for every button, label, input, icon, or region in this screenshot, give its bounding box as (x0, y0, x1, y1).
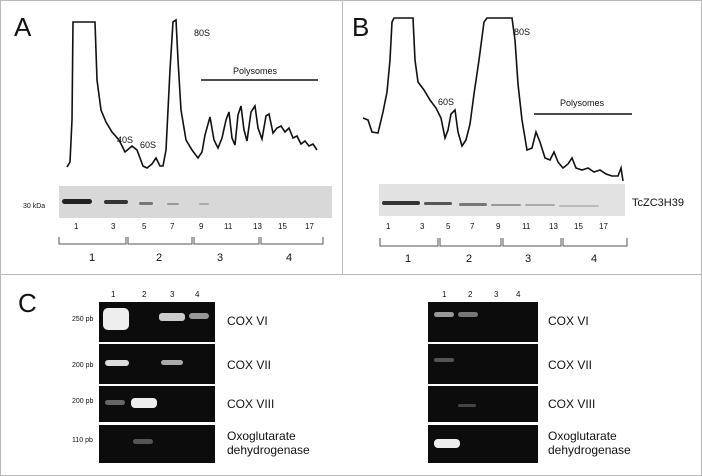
gene-right-cox7: COX VII (548, 358, 593, 372)
band (434, 358, 454, 362)
band-a-7 (167, 203, 179, 205)
fraction-b-4: 4 (591, 253, 598, 265)
lane-b-17: 17 (599, 222, 608, 231)
band (458, 404, 476, 407)
lane-c-left-3: 3 (170, 290, 175, 299)
lane-b-9: 9 (496, 222, 501, 231)
band-a-1 (62, 199, 92, 204)
lane-b-1: 1 (386, 222, 391, 231)
gel-right-cox8 (428, 386, 538, 422)
band-a-3 (104, 200, 128, 204)
band-b-3 (424, 202, 452, 205)
band-b-5 (459, 203, 487, 206)
gel-left-cox8 (99, 386, 215, 422)
lane-b-7: 7 (470, 222, 475, 231)
fraction-b-3: 3 (525, 253, 532, 265)
panel-a-letter: A (14, 12, 32, 42)
lane-c-right-2: 2 (468, 290, 473, 299)
lane-b-15: 15 (574, 222, 583, 231)
fraction-a-1: 1 (89, 252, 96, 264)
panel-b-letter: B (352, 12, 370, 42)
gel-right-cox6 (428, 302, 538, 342)
band-a-5 (139, 202, 153, 205)
peak-label-80s-b: 80S (514, 27, 531, 37)
polysomes-label-a: Polysomes (233, 66, 278, 76)
gene-left-cox6: COX VI (227, 314, 268, 328)
panel-b-fraction-brackets (379, 238, 628, 247)
lane-c-left-1: 1 (111, 290, 116, 299)
gene-left-cox8: COX VIII (227, 397, 275, 411)
fraction-b-2: 2 (466, 253, 473, 265)
lane-c-left-4: 4 (195, 290, 200, 299)
lane-a-1: 1 (74, 222, 79, 231)
band-a-9 (199, 203, 209, 205)
band (189, 313, 209, 319)
band (458, 312, 478, 317)
panel-b-western-blot (379, 184, 625, 216)
band (105, 360, 129, 366)
lane-c-right-3: 3 (494, 290, 499, 299)
peak-label-60s-b: 60S (438, 97, 455, 107)
panel-a-western-blot (59, 186, 332, 218)
lane-b-3: 3 (420, 222, 425, 231)
panel-a-fraction-brackets (58, 237, 324, 245)
gene-left-cox7: COX VII (227, 358, 272, 372)
peak-label-80s: 80S (194, 28, 211, 38)
lane-c-right-4: 4 (516, 290, 521, 299)
lane-b-13: 13 (549, 222, 558, 231)
band-b-9 (525, 204, 555, 206)
peak-label-60s: 60S (140, 140, 157, 150)
marker-left-250: 250 pb (72, 316, 94, 323)
lane-c-left-2: 2 (142, 290, 147, 299)
gel-left-cox6 (99, 302, 215, 342)
lane-c-right-1: 1 (442, 290, 447, 299)
panel-a-absorbance-trace (66, 18, 318, 169)
fraction-a-3: 3 (217, 252, 224, 264)
marker-left-110: 110 pb (72, 437, 93, 444)
protein-label: TcZC3H39 (632, 197, 684, 209)
marker-30kda: 30 kDa (23, 203, 46, 210)
band-b-11 (559, 205, 599, 207)
gel-right-cox7 (428, 344, 538, 384)
marker-left-200b: 200 pb (72, 398, 94, 405)
gene-right-oxo: Oxoglutarate dehydrogenase (548, 429, 631, 457)
band (434, 312, 454, 317)
panel-b-absorbance-trace (362, 17, 624, 182)
lane-b-11: 11 (522, 222, 531, 231)
fraction-a-4: 4 (286, 252, 293, 264)
lane-a-9: 9 (199, 222, 204, 231)
fraction-b-1: 1 (405, 253, 412, 265)
gel-right-oxo (428, 425, 538, 463)
polysomes-label-b: Polysomes (560, 98, 605, 108)
lane-b-5: 5 (446, 222, 451, 231)
peak-label-40s: 40S (117, 135, 134, 145)
band (133, 439, 153, 444)
lane-a-7: 7 (170, 222, 175, 231)
lane-a-13: 13 (253, 222, 262, 231)
marker-left-200a: 200 pb (72, 362, 94, 369)
band (161, 360, 183, 365)
lane-a-3: 3 (111, 222, 116, 231)
panel-c-letter: C (18, 288, 37, 318)
band (105, 400, 125, 405)
lane-a-5: 5 (142, 222, 147, 231)
fraction-a-2: 2 (156, 252, 163, 264)
gel-left-oxo (99, 425, 215, 463)
band (434, 439, 460, 448)
gel-left-cox7 (99, 344, 215, 384)
gene-left-oxo: Oxoglutarate dehydrogenase (227, 429, 310, 457)
gene-right-cox6: COX VI (548, 314, 589, 328)
band (103, 308, 129, 330)
lane-a-11: 11 (224, 222, 233, 231)
lane-a-15: 15 (278, 222, 287, 231)
band-b-1 (382, 201, 420, 205)
band-b-7 (491, 204, 521, 206)
lane-a-17: 17 (305, 222, 314, 231)
band (131, 398, 157, 408)
band (159, 313, 185, 321)
gene-right-cox8: COX VIII (548, 397, 596, 411)
